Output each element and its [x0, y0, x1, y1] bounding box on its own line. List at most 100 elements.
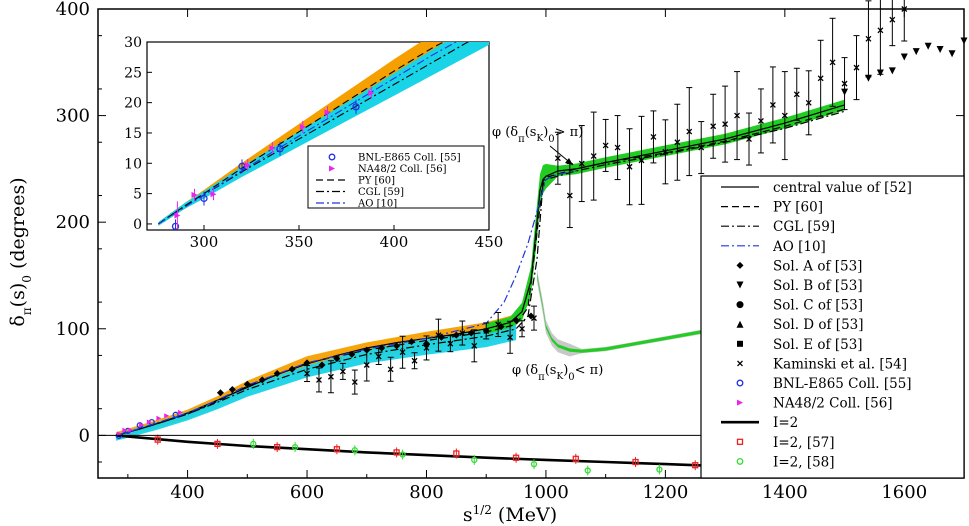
kaminski-point [662, 148, 669, 155]
sol-a-point [216, 389, 224, 397]
legend-item: Kaminski et al. [54] [737, 356, 907, 372]
i2-57-point [274, 443, 281, 451]
kaminski-point [805, 99, 812, 106]
inset-y-tick-label: 20 [124, 96, 142, 112]
sol-b-point [876, 69, 884, 77]
legend-label: PY [60] [773, 200, 823, 216]
inset-legend-label: CGL [59] [358, 187, 404, 198]
legend-label: NA48/2 Coll. [56] [773, 396, 893, 412]
inset-y-tick-label: 15 [124, 126, 142, 142]
inset-ao-curve [158, 42, 458, 225]
inset-bnl-point [352, 103, 360, 111]
sol-b-point [924, 42, 932, 50]
sol-a-point [303, 359, 311, 367]
i2-57-point [572, 455, 579, 462]
sol-b-point [936, 46, 944, 54]
i2-58-point [530, 460, 538, 468]
kaminski-point [841, 80, 848, 87]
kaminski-point [566, 192, 573, 199]
legend-circle-icon [736, 301, 744, 309]
legend-triangle-up-icon [736, 320, 744, 328]
legend-item: I=2, [58] [736, 454, 835, 470]
kaminski-point [459, 330, 466, 336]
na48-point [146, 419, 152, 425]
legend-triangle-down-icon [736, 281, 744, 289]
legend-label: BNL-E865 Coll. [55] [773, 376, 912, 392]
kaminski-point [757, 117, 764, 124]
kaminski-point [829, 59, 836, 66]
legend-item: central value of [52] [721, 180, 912, 196]
legend-item: Sol. A of [53] [736, 258, 862, 274]
sol-a-point [452, 331, 460, 339]
kaminski-point [781, 112, 788, 119]
sol-a-point [258, 376, 266, 384]
sol-a-point [393, 342, 401, 350]
kaminski-point [710, 123, 717, 130]
inset-legend-item: NA48/2 Coll. [56] [329, 164, 447, 175]
kaminski-point [614, 144, 621, 151]
inset-y-tick-label: 5 [133, 187, 142, 203]
py-curve [115, 108, 845, 436]
sol-a-point [422, 340, 430, 348]
legend-label: central value of [52] [773, 180, 912, 196]
sol-b-point [912, 48, 920, 56]
sol-a-point [273, 370, 281, 378]
i2-57-point [453, 450, 460, 457]
inset-na48-point [269, 145, 276, 152]
legend-item: I=2 [721, 415, 798, 431]
inset-na48-point [368, 89, 375, 96]
na48-point [164, 413, 170, 419]
sol-b-point [948, 50, 956, 58]
legend-diamond-icon [736, 261, 744, 269]
legend-x-mark-icon [737, 360, 743, 367]
legend-triangle-right-icon [737, 399, 743, 406]
legend-item: Sol. B of [53] [736, 278, 863, 294]
inset-bnl-point [171, 222, 180, 230]
legend-item: CGL [59] [721, 219, 835, 235]
legend-label: I=2, [58] [773, 454, 835, 470]
kaminski-point [519, 325, 526, 332]
sol-a-point [467, 329, 475, 337]
annotation-lower-branch: φ (δπ(sK)0< π) [512, 363, 603, 383]
inset-legend-open-circle-icon [328, 153, 336, 161]
kaminski-point [471, 342, 478, 349]
kaminski-point [578, 160, 585, 167]
legend-open-square-icon [736, 438, 744, 445]
sol-b-point [888, 67, 896, 75]
inset-cgl-band [158, 42, 489, 226]
sol-b-point [900, 53, 908, 61]
inset-legend-label: BNL-E865 Coll. [55] [358, 153, 461, 164]
kaminski-point [877, 27, 884, 34]
kaminski-point [602, 142, 609, 149]
kaminski-point [793, 91, 800, 98]
inset-content [158, 42, 489, 230]
kaminski-point [769, 101, 776, 108]
kaminski-point [698, 144, 705, 151]
inset-bnl-point [276, 145, 284, 153]
legend-label: CGL [59] [773, 219, 835, 235]
sol-a-point [228, 386, 236, 394]
inset-na48-point [299, 123, 306, 130]
i2-57-point [692, 462, 699, 469]
sol-a-point [288, 365, 296, 373]
y-axis-label: δπ(s)0 (degrees) [7, 177, 34, 326]
main-legend: central value of [52] PY [60] CGL [59] AO [… [700, 175, 965, 479]
i2-58-point [584, 467, 591, 474]
kaminski-point [817, 75, 824, 82]
kaminski-point [865, 35, 872, 42]
sol-a-point [243, 380, 251, 388]
legend-open-circle-icon [736, 379, 744, 387]
i2-58-point [351, 447, 358, 454]
legend-item: PY [60] [721, 200, 823, 216]
inset-bnl-point [200, 194, 208, 203]
cgl-curve [115, 110, 845, 436]
inset-legend-label: AO [10] [357, 199, 397, 210]
sol-a-point [363, 346, 371, 354]
inset-legend-triangle-right-icon [329, 165, 335, 172]
y-tick-label: 300 [56, 106, 90, 127]
sol-a-point [512, 316, 520, 324]
na48-point [122, 427, 128, 433]
legend-label: Sol. E of [53] [773, 337, 863, 353]
legend-label: Sol. B of [53] [773, 278, 863, 294]
